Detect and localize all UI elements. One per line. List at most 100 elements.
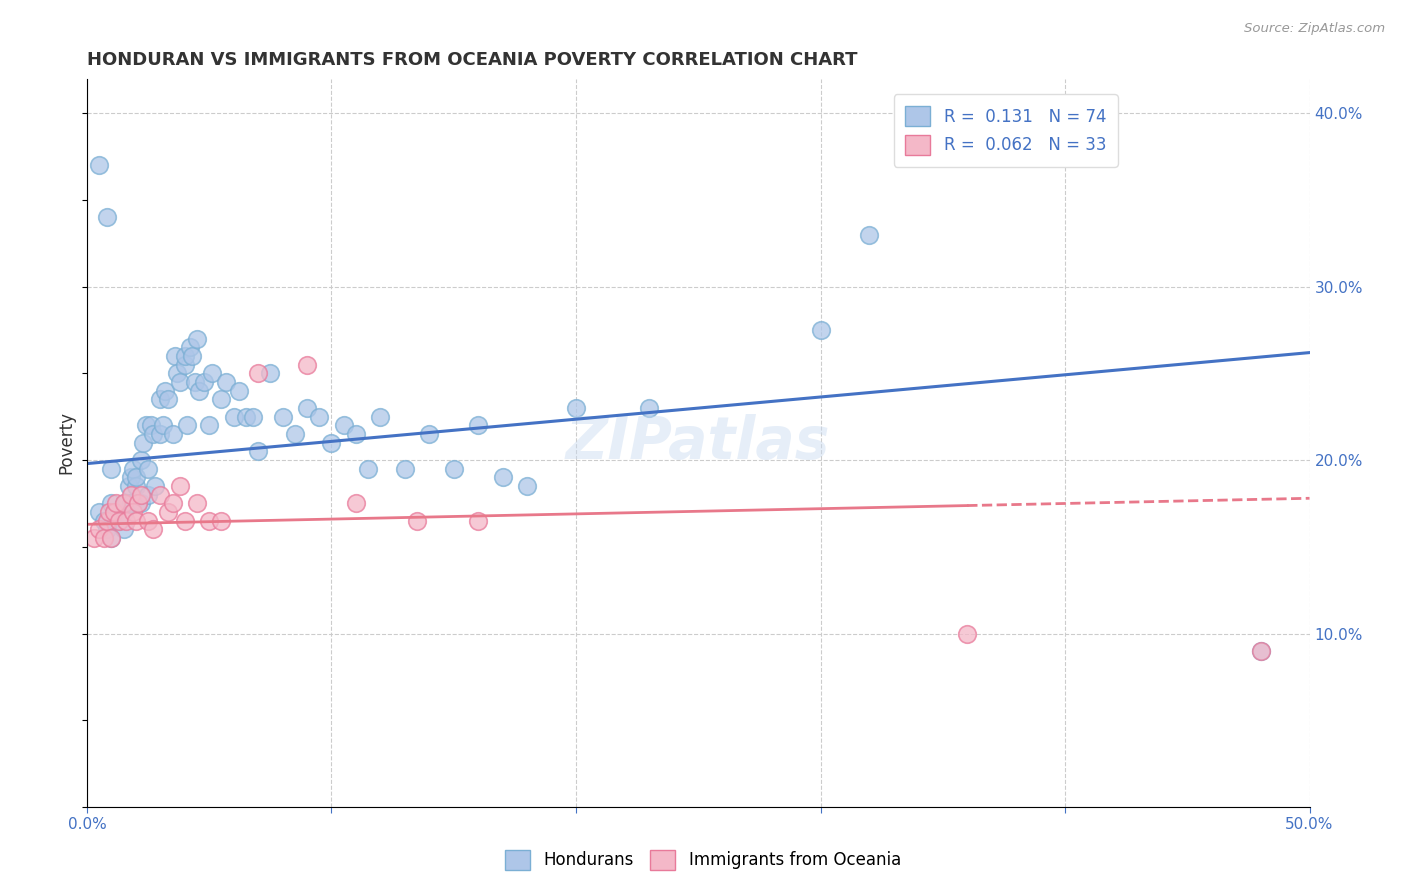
Point — [100, 496, 122, 510]
Point — [308, 409, 330, 424]
Point — [107, 514, 129, 528]
Point — [142, 427, 165, 442]
Point — [100, 531, 122, 545]
Point — [173, 358, 195, 372]
Point — [215, 375, 238, 389]
Point — [89, 505, 111, 519]
Point — [222, 409, 245, 424]
Point — [120, 470, 142, 484]
Text: ZIPatlas: ZIPatlas — [567, 414, 831, 471]
Point — [145, 479, 167, 493]
Point — [112, 496, 135, 510]
Text: Source: ZipAtlas.com: Source: ZipAtlas.com — [1244, 22, 1385, 36]
Point — [142, 523, 165, 537]
Point — [169, 479, 191, 493]
Point — [173, 514, 195, 528]
Point — [344, 496, 367, 510]
Point — [173, 349, 195, 363]
Point — [259, 367, 281, 381]
Point — [96, 523, 118, 537]
Point — [211, 514, 233, 528]
Point — [129, 496, 152, 510]
Point — [136, 488, 159, 502]
Point — [127, 496, 149, 510]
Point — [228, 384, 250, 398]
Point — [235, 409, 257, 424]
Point — [112, 523, 135, 537]
Point — [89, 523, 111, 537]
Point — [467, 418, 489, 433]
Point — [169, 375, 191, 389]
Point — [132, 435, 155, 450]
Point — [117, 479, 139, 493]
Point — [127, 496, 149, 510]
Point — [120, 488, 142, 502]
Point — [115, 514, 138, 528]
Point — [956, 626, 979, 640]
Point — [96, 514, 118, 528]
Point — [176, 418, 198, 433]
Point — [149, 392, 172, 407]
Point — [810, 323, 832, 337]
Point — [125, 514, 148, 528]
Point — [406, 514, 429, 528]
Point — [139, 418, 162, 433]
Point — [89, 158, 111, 172]
Point — [152, 418, 174, 433]
Point — [516, 479, 538, 493]
Point — [179, 340, 201, 354]
Point — [129, 488, 152, 502]
Point — [394, 462, 416, 476]
Point — [357, 462, 380, 476]
Point — [858, 227, 880, 242]
Legend: R =  0.131   N = 74, R =  0.062   N = 33: R = 0.131 N = 74, R = 0.062 N = 33 — [894, 95, 1118, 167]
Point — [136, 514, 159, 528]
Point — [112, 496, 135, 510]
Point — [344, 427, 367, 442]
Point — [186, 496, 208, 510]
Point — [149, 488, 172, 502]
Point — [418, 427, 440, 442]
Point — [193, 375, 215, 389]
Point — [136, 462, 159, 476]
Point — [105, 496, 128, 510]
Point — [103, 505, 125, 519]
Point — [321, 435, 343, 450]
Point — [370, 409, 392, 424]
Y-axis label: Poverty: Poverty — [58, 411, 75, 475]
Point — [247, 444, 270, 458]
Point — [201, 367, 224, 381]
Legend: Hondurans, Immigrants from Oceania: Hondurans, Immigrants from Oceania — [498, 843, 908, 877]
Point — [115, 496, 138, 510]
Point — [93, 514, 115, 528]
Point — [162, 427, 184, 442]
Point — [125, 479, 148, 493]
Point — [181, 349, 204, 363]
Point — [155, 384, 177, 398]
Point — [1250, 644, 1272, 658]
Point — [120, 496, 142, 510]
Point — [198, 418, 221, 433]
Point — [198, 514, 221, 528]
Point — [242, 409, 264, 424]
Point — [186, 332, 208, 346]
Point — [98, 505, 121, 519]
Point — [107, 514, 129, 528]
Point — [100, 531, 122, 545]
Point — [638, 401, 661, 415]
Point — [122, 462, 145, 476]
Point — [211, 392, 233, 407]
Point — [93, 531, 115, 545]
Point — [122, 505, 145, 519]
Point — [156, 392, 179, 407]
Point — [112, 505, 135, 519]
Point — [1250, 644, 1272, 658]
Point — [129, 453, 152, 467]
Point — [183, 375, 205, 389]
Point — [166, 367, 188, 381]
Point — [156, 505, 179, 519]
Point — [83, 531, 105, 545]
Point — [492, 470, 515, 484]
Point — [467, 514, 489, 528]
Point — [100, 462, 122, 476]
